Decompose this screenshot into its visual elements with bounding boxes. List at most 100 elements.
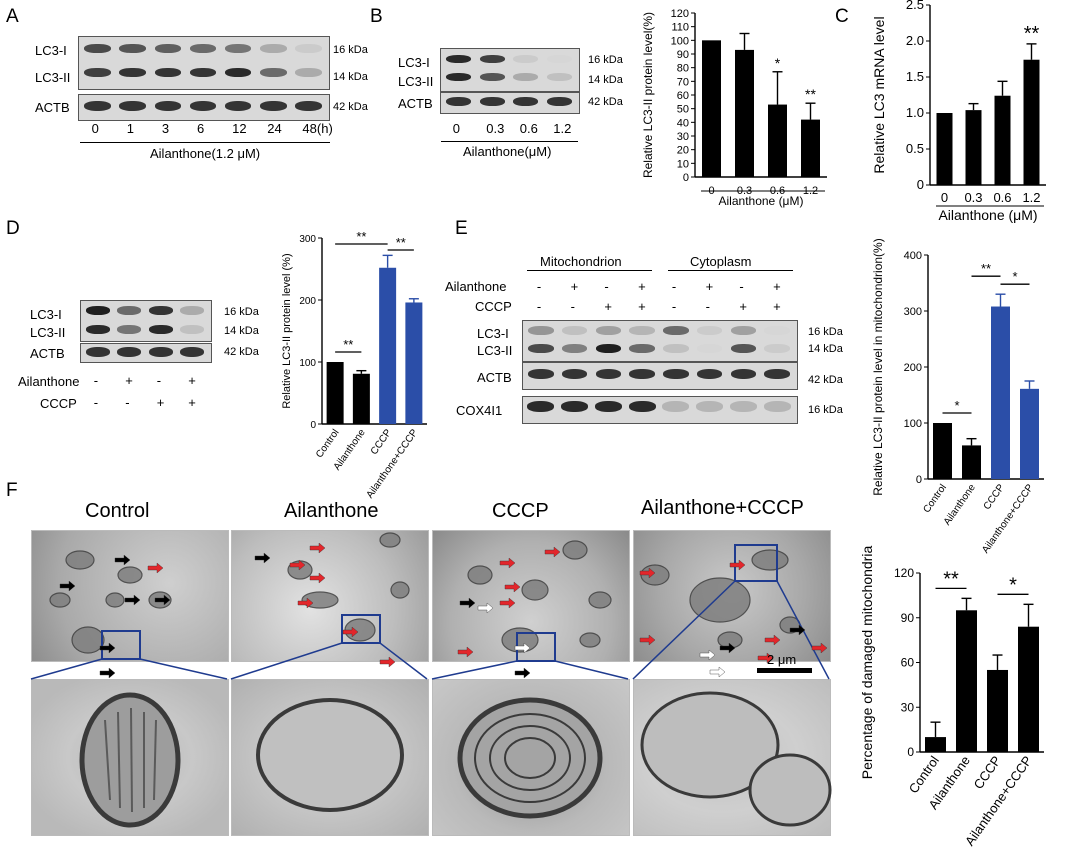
bar — [933, 423, 952, 479]
title-ailanthone: Ailanthone — [284, 500, 379, 522]
arrow-marker — [499, 557, 516, 569]
y-tick-label: 80 — [677, 63, 689, 75]
band-actb — [546, 97, 572, 106]
arrow-marker — [309, 572, 326, 584]
sign-minus: - — [671, 279, 677, 294]
sign-plus: + — [739, 299, 747, 314]
significance-mark: ** — [943, 568, 959, 590]
kda-16: 16 kDa — [808, 326, 843, 338]
y-axis-label: Percentage of damaged mitochondria — [859, 546, 875, 780]
x-tick-label: 0.6 — [993, 190, 1011, 205]
band-cox4i1 — [594, 401, 622, 412]
y-axis-label: Relative LC3-II protein level (%) — [281, 253, 293, 408]
blot-actb-b — [440, 92, 580, 114]
band-lc3-i — [85, 306, 110, 315]
x-tick-label: CCCP — [369, 427, 394, 457]
band-lc3-i — [180, 306, 205, 315]
band-actb — [513, 97, 539, 106]
band-cox4i1 — [729, 401, 757, 412]
kda-42: 42 kDa — [224, 346, 259, 358]
row-label-ailanthone: Ailanthone — [18, 374, 80, 389]
band-lc3-ii — [513, 73, 539, 81]
arrow-marker — [297, 597, 314, 609]
kda-16: 16 kDa — [333, 44, 368, 56]
sign-plus: + — [638, 279, 646, 294]
y-tick-label: 50 — [677, 104, 689, 116]
blot-actb-d — [80, 343, 212, 363]
x-tick-label: Control — [314, 427, 342, 460]
sign-minus: - — [536, 279, 542, 294]
bar — [735, 49, 754, 177]
band-lc3-ii — [730, 344, 757, 353]
y-tick-label: 100 — [904, 418, 922, 430]
y-tick-label: 0 — [916, 474, 922, 486]
band-lc3-i — [446, 55, 472, 63]
y-tick-label: 300 — [904, 306, 922, 318]
arrow-marker — [764, 634, 781, 646]
label-actb: ACTB — [30, 346, 65, 361]
condition-b: Ailanthone(μM) — [463, 144, 552, 159]
panel-letter-e: E — [455, 218, 468, 239]
title-cccp: CCCP — [492, 500, 549, 522]
band-actb — [180, 347, 205, 357]
bar — [768, 104, 787, 177]
kda-42: 42 kDa — [333, 101, 368, 113]
band-lc3-i — [84, 44, 111, 53]
bar — [991, 306, 1010, 479]
band-cox4i1 — [696, 401, 724, 412]
x-tick-label: Ailanthone+CCCP — [980, 482, 1036, 555]
label-lc3-ii: LC3-II — [30, 325, 66, 340]
kda-42: 42 kDa — [808, 374, 843, 386]
x-axis-label: Ailanthone (μM) — [938, 207, 1037, 223]
panel-letter-b: B — [370, 6, 383, 27]
arrow-marker — [59, 580, 76, 592]
band-lc3-ii — [117, 325, 142, 334]
underline-b — [441, 141, 578, 142]
lane-label: 6 — [197, 121, 205, 136]
lane-label: 48(h) — [302, 121, 333, 136]
sign-plus: + — [773, 299, 781, 314]
x-axis-label: Ailanthone (μM) — [719, 194, 804, 208]
sign-plus: + — [188, 373, 196, 388]
y-tick-label: 30 — [677, 131, 689, 143]
band-lc3-ii — [189, 68, 217, 77]
band-actb — [85, 347, 110, 357]
band-cox4i1 — [763, 401, 791, 412]
y-tick-label: 120 — [671, 8, 689, 20]
row-label-cccp: CCCP — [40, 396, 77, 411]
label-actb: ACTB — [398, 96, 433, 111]
band-lc3-i — [513, 55, 539, 63]
lane-label: 1 — [126, 121, 134, 136]
band-lc3-ii — [84, 68, 111, 77]
band-actb — [148, 347, 173, 357]
band-actb — [224, 101, 252, 111]
panel-letter-a: A — [6, 6, 19, 27]
arrow-marker — [99, 642, 116, 654]
kda-14: 14 kDa — [224, 325, 259, 337]
significance-mark: ** — [805, 86, 816, 102]
kda-42: 42 kDa — [588, 96, 623, 108]
bar — [956, 610, 977, 752]
underline-a — [80, 142, 330, 143]
sign-minus: - — [536, 299, 542, 314]
arrow-marker — [114, 554, 131, 566]
bar — [994, 95, 1011, 185]
arrow-marker — [709, 666, 726, 678]
label-lc3-ii: LC3-II — [398, 74, 434, 89]
y-axis-label: Relative LC3-II protein level(%) — [641, 12, 655, 178]
lane-label: 3 — [161, 121, 170, 136]
band-lc3-ii — [224, 68, 252, 77]
sign-minus: - — [125, 395, 130, 410]
lane-label: 0.3 — [486, 121, 505, 136]
y-tick-label: 90 — [677, 49, 689, 61]
band-lc3-ii — [764, 344, 790, 353]
bar — [801, 119, 820, 177]
band-lc3-ii — [154, 68, 182, 77]
y-tick-label: 400 — [904, 250, 922, 262]
band-lc3-i — [595, 326, 622, 335]
lane-label: 0.6 — [519, 121, 538, 136]
band-cox4i1 — [561, 401, 589, 412]
sign-plus: + — [188, 395, 196, 410]
x-tick-label: CCCP — [982, 482, 1007, 512]
arrow-marker — [499, 597, 516, 609]
